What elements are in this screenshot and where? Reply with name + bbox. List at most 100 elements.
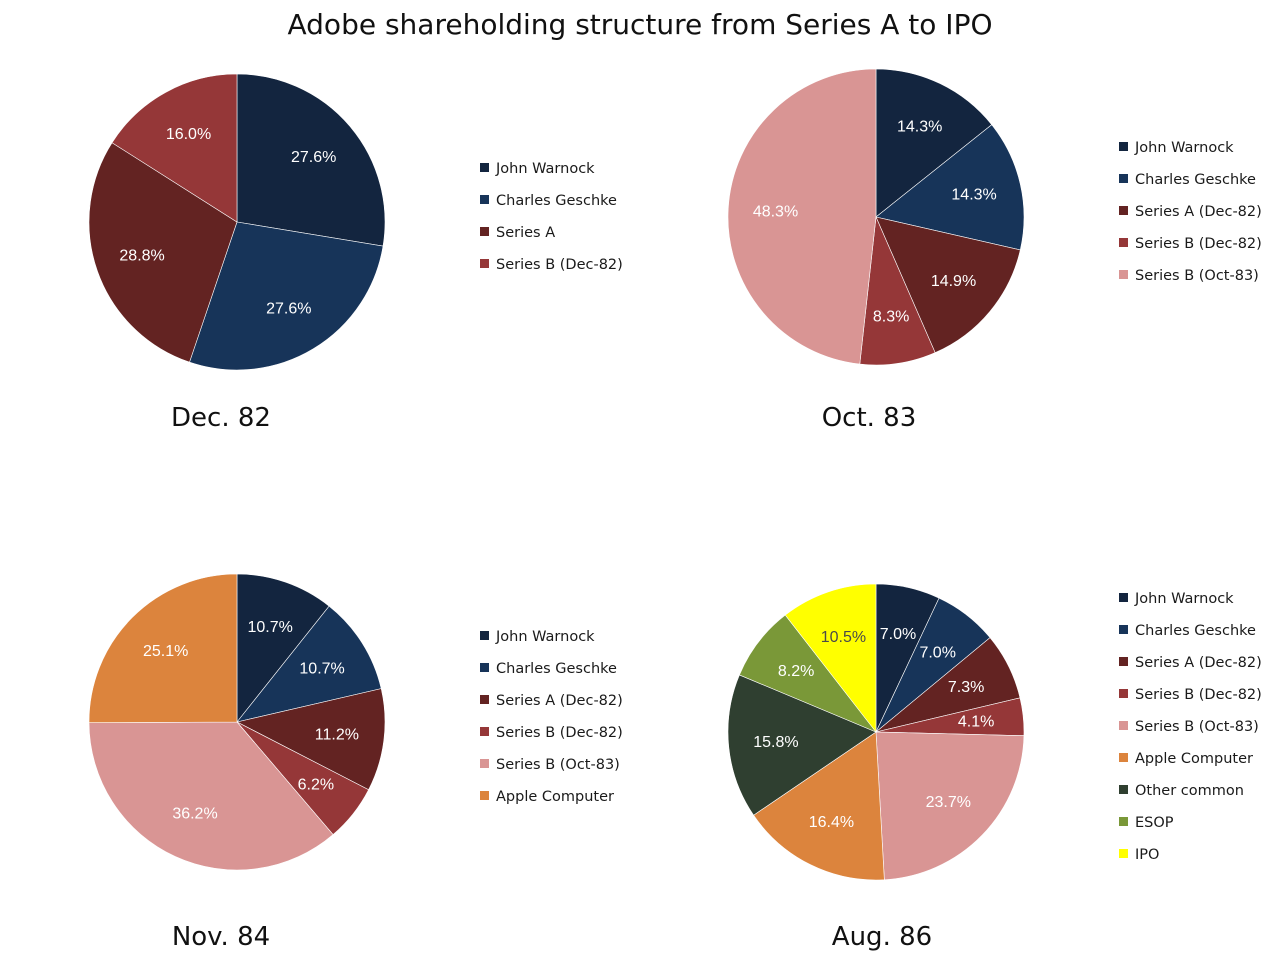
data-label: 6.2% <box>298 777 334 794</box>
data-label: 23.7% <box>926 794 971 811</box>
legend-label: ESOP <box>1135 815 1174 831</box>
legend-label: Other common <box>1135 783 1244 799</box>
legend-label: Series B (Oct-83) <box>496 757 620 773</box>
legend-label: John Warnock <box>1134 140 1234 156</box>
legend-swatch <box>480 695 489 704</box>
pie-chart-dec-82: 27.6% 27.6% 28.8% 16.0% John Warnock Charles … <box>88 73 623 433</box>
data-label: 14.3% <box>951 187 996 204</box>
legend-label: Charles Geschke <box>1135 623 1256 639</box>
pie-slice-apple-computer <box>753 731 885 881</box>
legend-label: Series B (Dec-82) <box>1135 687 1262 703</box>
pie-chart-aug-86: 7.0%7.0% 7.3% 4.1% 23.7% 16.4% 15.8% 8.2% 10.5%… <box>727 583 1262 952</box>
data-label: 7.0% <box>919 645 955 662</box>
legend-label: Series A <box>496 225 555 241</box>
pie-chart-nov-84: 10.7% 10.7% 11.2% 6.2% 36.2% 25.1% John Warnoc… <box>88 573 623 952</box>
chart-caption: Aug. 86 <box>832 922 932 952</box>
legend-swatch <box>480 663 489 672</box>
legend-swatch <box>1119 753 1128 762</box>
data-label: 7.3% <box>948 679 984 696</box>
legend-swatch <box>1119 689 1128 698</box>
chart-caption: Oct. 83 <box>822 403 917 433</box>
pie-slice-series-a-dec-82 <box>236 688 386 791</box>
legend-swatch <box>1119 206 1128 215</box>
legend-label: Charles Geschke <box>496 661 617 677</box>
pie-slice-series-a-dec-82 <box>875 216 1021 354</box>
data-label: 36.2% <box>172 806 217 823</box>
pie-slice-charles-geschke <box>236 605 382 723</box>
data-label: 11.2% <box>315 726 359 743</box>
data-label: 15.8% <box>753 734 798 751</box>
legend-swatch <box>1119 657 1128 666</box>
pie-slice-john-warnock <box>236 73 386 247</box>
legend-swatch <box>1119 238 1128 247</box>
pie-slice-series-b-oct-83 <box>88 721 334 871</box>
pie-chart-oct-83: 14.3% 14.3% 14.9% 8.3% 48.3% John Warnock Char… <box>727 68 1262 433</box>
data-label: 8.3% <box>873 309 909 326</box>
legend-swatch <box>1119 849 1128 858</box>
data-label: 27.6% <box>291 149 336 166</box>
data-label: 14.9% <box>931 273 976 290</box>
pie-slice-charles-geschke <box>189 221 384 371</box>
chart-caption: Nov. 84 <box>172 922 270 952</box>
data-label: 28.8% <box>119 248 164 265</box>
legend-swatch <box>1119 625 1128 634</box>
legend-swatch <box>1119 785 1128 794</box>
legend-swatch <box>480 791 489 800</box>
data-label: 14.3% <box>897 118 942 135</box>
pie-slice-charles-geschke <box>875 124 1025 251</box>
data-label: 4.1% <box>958 714 994 731</box>
legend: John Warnock Charles Geschke Series A (Dec… <box>1119 591 1262 863</box>
pie-slice-series-a <box>88 142 238 363</box>
legend-swatch <box>480 631 489 640</box>
legend-label: Series B (Oct-83) <box>1135 719 1259 735</box>
legend: John Warnock Charles Geschke Series A Serie… <box>480 161 623 273</box>
pie-slice-other-common <box>727 674 877 816</box>
legend-label: John Warnock <box>1134 591 1234 607</box>
legend-label: Series B (Oct-83) <box>1135 268 1259 284</box>
legend-label: Series A (Dec-82) <box>1135 204 1262 220</box>
data-label: 27.6% <box>266 300 311 317</box>
legend-label: Series B (Dec-82) <box>1135 236 1262 252</box>
legend-label: Apple Computer <box>1135 751 1253 767</box>
legend-label: Charles Geschke <box>496 193 617 209</box>
data-label: 16.0% <box>166 126 211 143</box>
legend-swatch <box>480 195 489 204</box>
legend-label: Series B (Dec-82) <box>496 725 623 741</box>
pie-slice-apple-computer <box>88 573 238 724</box>
data-label: 10.7% <box>248 619 293 636</box>
pie-slice-john-warnock <box>236 573 330 723</box>
legend-label: John Warnock <box>495 629 595 645</box>
pie-slice-ipo <box>784 583 877 733</box>
legend-swatch <box>1119 174 1128 183</box>
legend-label: Series A (Dec-82) <box>1135 655 1262 671</box>
pie-slice-series-b-oct-83 <box>875 731 1025 881</box>
data-label: 10.7% <box>299 660 344 677</box>
legend-swatch <box>480 227 489 236</box>
legend-swatch <box>1119 270 1128 279</box>
legend-swatch <box>480 759 489 768</box>
legend-label: John Warnock <box>495 161 595 177</box>
data-label: 7.0% <box>880 626 916 643</box>
pie-slice-series-b-oct-83 <box>727 68 877 365</box>
legend-swatch <box>480 727 489 736</box>
legend-label: IPO <box>1135 847 1159 863</box>
data-label: 16.4% <box>809 814 854 831</box>
legend-swatch <box>480 163 489 172</box>
legend: John Warnock Charles Geschke Series A (Dec… <box>1119 140 1262 284</box>
pie-slice-series-b-dec-82 <box>111 73 238 223</box>
data-label: 10.5% <box>821 629 866 646</box>
legend-label: Apple Computer <box>496 789 614 805</box>
legend-label: Series A (Dec-82) <box>496 693 623 709</box>
chart-title: Adobe shareholding structure from Series… <box>287 8 993 41</box>
data-label: 8.2% <box>778 663 814 680</box>
legend-swatch <box>480 259 489 268</box>
legend-swatch <box>1119 721 1128 730</box>
legend-swatch <box>1119 142 1128 151</box>
legend: John Warnock Charles Geschke Series A (Dec… <box>480 629 623 805</box>
data-label: 25.1% <box>143 643 188 660</box>
chart-caption: Dec. 82 <box>171 403 271 433</box>
legend-label: Charles Geschke <box>1135 172 1256 188</box>
pie-slice-john-warnock <box>875 68 993 218</box>
legend-swatch <box>1119 593 1128 602</box>
